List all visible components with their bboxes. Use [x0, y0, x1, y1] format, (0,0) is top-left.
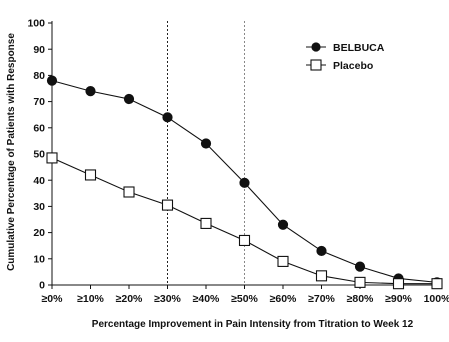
y-tick-label: 20 — [33, 227, 45, 239]
data-point — [200, 217, 212, 229]
data-point — [277, 219, 289, 230]
data-point — [162, 112, 173, 123]
data-point — [315, 270, 328, 282]
x-tick-label: ≥60% — [270, 293, 297, 305]
legend-item: BELBUCA — [306, 42, 385, 54]
x-axis-title: Percentage Improvement in Pain Intensity… — [92, 319, 414, 330]
reference-lines — [167, 21, 245, 285]
y-tick-label: 50 — [33, 149, 45, 161]
data-point — [392, 278, 405, 290]
x-axis-ticks: ≥0% ≥10% ≥20% ≥30% ≥40% ≥50% ≥60% ≥70% ≥80% ≥90% 1… — [42, 285, 449, 305]
data-point — [46, 75, 58, 86]
x-tick-label: ≥40% — [193, 293, 220, 305]
data-point — [277, 255, 289, 267]
data-point — [200, 138, 212, 149]
legend-marker — [310, 59, 322, 71]
legend-item: Placebo — [306, 59, 373, 72]
data-point — [161, 199, 174, 211]
y-tick-label: 90 — [33, 44, 45, 56]
y-tick-label: 0 — [39, 280, 45, 292]
x-tick-label: ≥70% — [308, 293, 335, 305]
y-axis-title: Cumulative Percentage of Patients with R… — [6, 33, 17, 271]
x-tick-label: ≥20% — [116, 293, 143, 305]
data-point — [239, 177, 250, 188]
legend-label: BELBUCA — [333, 42, 385, 54]
y-tick-label: 30 — [33, 201, 45, 213]
y-tick-label: 70 — [33, 96, 45, 108]
data-point — [431, 278, 443, 290]
y-tick-label: 10 — [33, 253, 45, 265]
x-tick-label: ≥90% — [385, 293, 412, 305]
y-tick-label: 80 — [33, 70, 45, 82]
legend-marker — [311, 42, 321, 52]
x-tick-label: ≥0% — [42, 293, 64, 305]
legend-label: Placebo — [333, 60, 373, 72]
data-point — [238, 234, 251, 247]
x-tick-label: ≥50% — [231, 293, 258, 305]
series-line — [51, 157, 437, 285]
data-point — [123, 93, 135, 105]
data-point — [84, 169, 97, 181]
legend: BELBUCA Placebo — [306, 42, 385, 72]
data-point — [354, 276, 366, 288]
y-tick-label: 40 — [33, 175, 45, 187]
data-point — [85, 86, 96, 97]
x-tick-label: ≥10% — [77, 293, 104, 305]
data-point — [46, 152, 58, 164]
data-point — [316, 245, 327, 257]
data-point — [354, 261, 366, 272]
x-tick-label: ≥80% — [347, 293, 374, 305]
series-lines — [46, 75, 443, 290]
x-tick-label: 100% — [424, 293, 449, 305]
data-point — [123, 186, 135, 198]
x-tick-label: ≥30% — [154, 293, 181, 305]
y-tick-label: 60 — [33, 122, 45, 134]
series-placebo — [46, 152, 443, 290]
y-tick-label: 100 — [27, 18, 45, 30]
